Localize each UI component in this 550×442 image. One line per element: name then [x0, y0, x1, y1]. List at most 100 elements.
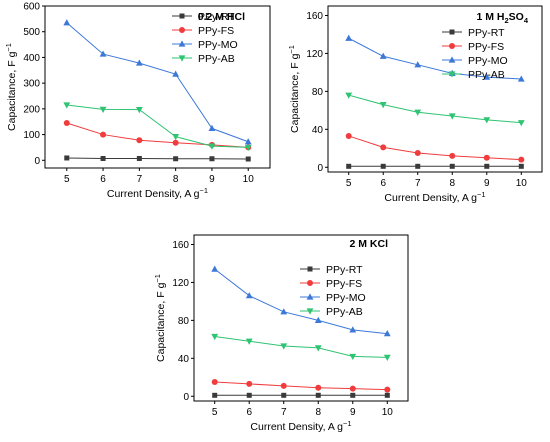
- x-axis-label: Current Density, A g−1: [107, 186, 208, 200]
- data-point: [208, 143, 216, 150]
- series-line: [348, 135, 522, 161]
- data-point: [244, 138, 252, 145]
- data-point: [414, 109, 422, 116]
- x-tick-label: 8: [315, 407, 321, 418]
- y-tick-label: 40: [178, 354, 190, 365]
- legend: PPy-RT PPy-FS PPy-MO PPy-AB: [300, 264, 366, 318]
- legend-swatch-marker: [178, 55, 186, 62]
- chart-kcl: 5 6 7 8 9 10 0 40 80 120 160 Current Density, A g−1…: [153, 234, 409, 433]
- data-point: [415, 163, 421, 169]
- y-axis-label: Capacitance, F g−1: [153, 274, 167, 362]
- data-point: [384, 392, 390, 398]
- series-ppy-fs: [211, 379, 391, 393]
- x-tick-label: 9: [209, 174, 215, 185]
- data-point: [448, 113, 456, 120]
- data-point: [209, 156, 215, 162]
- legend-swatch-marker: [178, 40, 186, 47]
- y-tick-label: 100: [23, 130, 40, 141]
- data-point: [173, 156, 179, 162]
- data-point: [64, 155, 70, 161]
- data-point: [483, 154, 490, 161]
- chart-title: 1 M H2SO4: [476, 11, 528, 25]
- legend-swatch-marker: [448, 56, 456, 63]
- legend: PPy-RT PPy-FS PPy-MO PPy-AB: [172, 11, 238, 65]
- data-point: [246, 380, 253, 387]
- y-tick-label: 200: [23, 104, 40, 115]
- x-tick-label: 6: [380, 178, 386, 189]
- data-point: [379, 102, 387, 109]
- plot-frame: [44, 5, 271, 169]
- x-tick-label: 7: [137, 174, 143, 185]
- legend-label: PPy-MO: [468, 55, 508, 67]
- legend-label: PPy-AB: [468, 69, 505, 81]
- y-tick-label: 0: [317, 163, 323, 174]
- y-tick-label: 500: [23, 27, 40, 38]
- data-point: [211, 265, 219, 272]
- legend-swatch-marker: [307, 280, 313, 286]
- x-tick-label: 8: [449, 178, 455, 189]
- data-point: [384, 386, 391, 393]
- data-point: [172, 70, 180, 77]
- data-point: [63, 19, 71, 26]
- data-point: [314, 345, 322, 352]
- data-point: [380, 144, 387, 151]
- data-point: [518, 156, 525, 163]
- x-axis-label: Current Density, A g−1: [384, 190, 485, 204]
- y-tick-label: 80: [178, 316, 190, 327]
- legend-swatch-marker: [306, 293, 314, 300]
- x-tick-label: 9: [484, 178, 490, 189]
- series-line: [348, 94, 522, 124]
- data-point: [349, 326, 357, 333]
- y-tick-label: 120: [172, 278, 189, 289]
- legend-label: PPy-AB: [326, 306, 363, 318]
- data-point: [211, 379, 218, 386]
- series-ppy-rt: [346, 163, 524, 169]
- legend-label: PPy-MO: [326, 292, 366, 304]
- y-axis-label: Capacitance, F g−1: [4, 43, 18, 131]
- data-point: [172, 134, 180, 141]
- data-point: [212, 392, 218, 398]
- data-point: [315, 392, 321, 398]
- data-point: [99, 50, 107, 57]
- y-tick-label: 400: [23, 53, 40, 64]
- legend-swatch-marker: [449, 43, 455, 49]
- series-ppy-fs: [345, 132, 525, 163]
- y-tick-label: 120: [306, 49, 323, 60]
- data-point: [244, 144, 252, 152]
- series-ppy-rt: [64, 155, 251, 162]
- data-point: [315, 384, 322, 391]
- legend-swatch-marker: [306, 308, 314, 315]
- data-point: [135, 107, 143, 114]
- series-ppy-rt: [212, 392, 390, 398]
- series-line: [214, 336, 388, 358]
- chart-title: 2 M KCl: [349, 238, 388, 250]
- data-point: [346, 163, 352, 169]
- series-ppy-ab: [211, 333, 391, 361]
- chart-panel-kcl: 5 6 7 8 9 10 0 40 80 120 160 Current Density, A g−1…: [140, 225, 415, 437]
- x-tick-label: 7: [415, 178, 421, 189]
- x-tick-label: 10: [516, 178, 528, 189]
- x-tick-label: 7: [281, 407, 287, 418]
- series-line: [66, 157, 249, 160]
- data-point: [380, 163, 386, 169]
- y-tick-label: 160: [172, 240, 189, 251]
- x-tick-label: 5: [346, 178, 352, 189]
- data-point: [245, 338, 253, 345]
- data-point: [136, 155, 142, 161]
- legend: PPy-RT PPy-FS PPy-MO PPy-AB: [442, 27, 508, 81]
- legend-label: PPy-FS: [326, 278, 362, 290]
- series-line: [214, 381, 388, 391]
- series-ppy-mo: [63, 19, 252, 145]
- data-point: [100, 155, 106, 161]
- x-axis-label: Current Density, A g−1: [250, 419, 351, 433]
- legend-label: PPy-MO: [198, 39, 238, 51]
- legend-swatch-marker: [179, 13, 185, 19]
- data-point: [136, 137, 143, 144]
- series-line: [66, 122, 249, 148]
- y-axis-label: Capacitance, F g−1: [287, 45, 301, 133]
- data-point: [350, 392, 356, 398]
- y-tick-label: 80: [312, 87, 324, 98]
- data-point: [349, 353, 357, 361]
- data-point: [63, 102, 71, 109]
